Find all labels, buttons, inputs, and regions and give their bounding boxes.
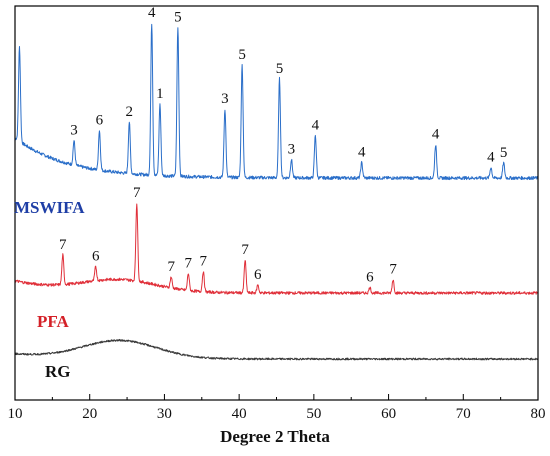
peak-label-pfa-5: 7	[200, 254, 208, 270]
peak-label-mswifa-8: 5	[238, 47, 246, 63]
x-tick-label-30: 30	[157, 406, 172, 422]
peak-label-pfa-0: 7	[59, 237, 67, 253]
series-layer	[14, 23, 539, 361]
peak-label-mswifa-13: 4	[432, 127, 440, 143]
peak-label-pfa-2: 7	[133, 185, 141, 201]
x-tick-label-20: 20	[82, 406, 97, 422]
peak-label-mswifa-1: 3	[70, 123, 78, 139]
peak-label-mswifa-2: 6	[96, 113, 104, 129]
peak-label-mswifa-9: 5	[276, 61, 284, 77]
series-label-mswifa: MSWIFA	[14, 198, 85, 217]
series-line-rg	[14, 338, 539, 361]
peak-label-pfa-7: 6	[254, 267, 262, 283]
series-line-mswifa	[14, 23, 539, 181]
peak-label-mswifa-12: 4	[358, 145, 366, 161]
series-line-pfa	[14, 203, 539, 295]
peak-label-pfa-1: 6	[92, 249, 100, 265]
peak-label-mswifa-11: 4	[312, 117, 320, 133]
peak-label-pfa-9: 7	[389, 262, 397, 278]
x-tick-label-80: 80	[531, 406, 546, 422]
peak-label-mswifa-7: 3	[221, 91, 229, 107]
axes-layer: 10 20 30 40 50 60 70 80	[8, 5, 546, 422]
x-axis-title: Degree 2 Theta	[220, 427, 330, 446]
x-tick-label-10: 10	[8, 406, 23, 422]
peak-label-mswifa-5: 1	[156, 86, 164, 102]
peak-label-pfa-8: 6	[366, 270, 374, 286]
peak-label-mswifa-3: 2	[126, 104, 134, 120]
peak-label-mswifa-4: 4	[148, 5, 156, 21]
peak-label-pfa-6: 7	[241, 242, 249, 258]
peak-label-mswifa-15: 5	[500, 145, 508, 161]
series-label-rg: RG	[45, 362, 71, 381]
x-tick-label-40: 40	[232, 406, 247, 422]
peak-label-mswifa-6: 5	[174, 9, 182, 25]
peak-label-pfa-3: 7	[167, 259, 175, 275]
x-tick-label-70: 70	[456, 406, 471, 422]
x-tick-label-50: 50	[306, 406, 321, 422]
series-label-pfa: PFA	[37, 312, 70, 331]
peak-label-mswifa-14: 4	[487, 149, 495, 165]
peak-label-pfa-4: 7	[185, 255, 193, 271]
x-tick-label-60: 60	[381, 406, 396, 422]
peak-label-mswifa-10: 3	[288, 142, 296, 158]
